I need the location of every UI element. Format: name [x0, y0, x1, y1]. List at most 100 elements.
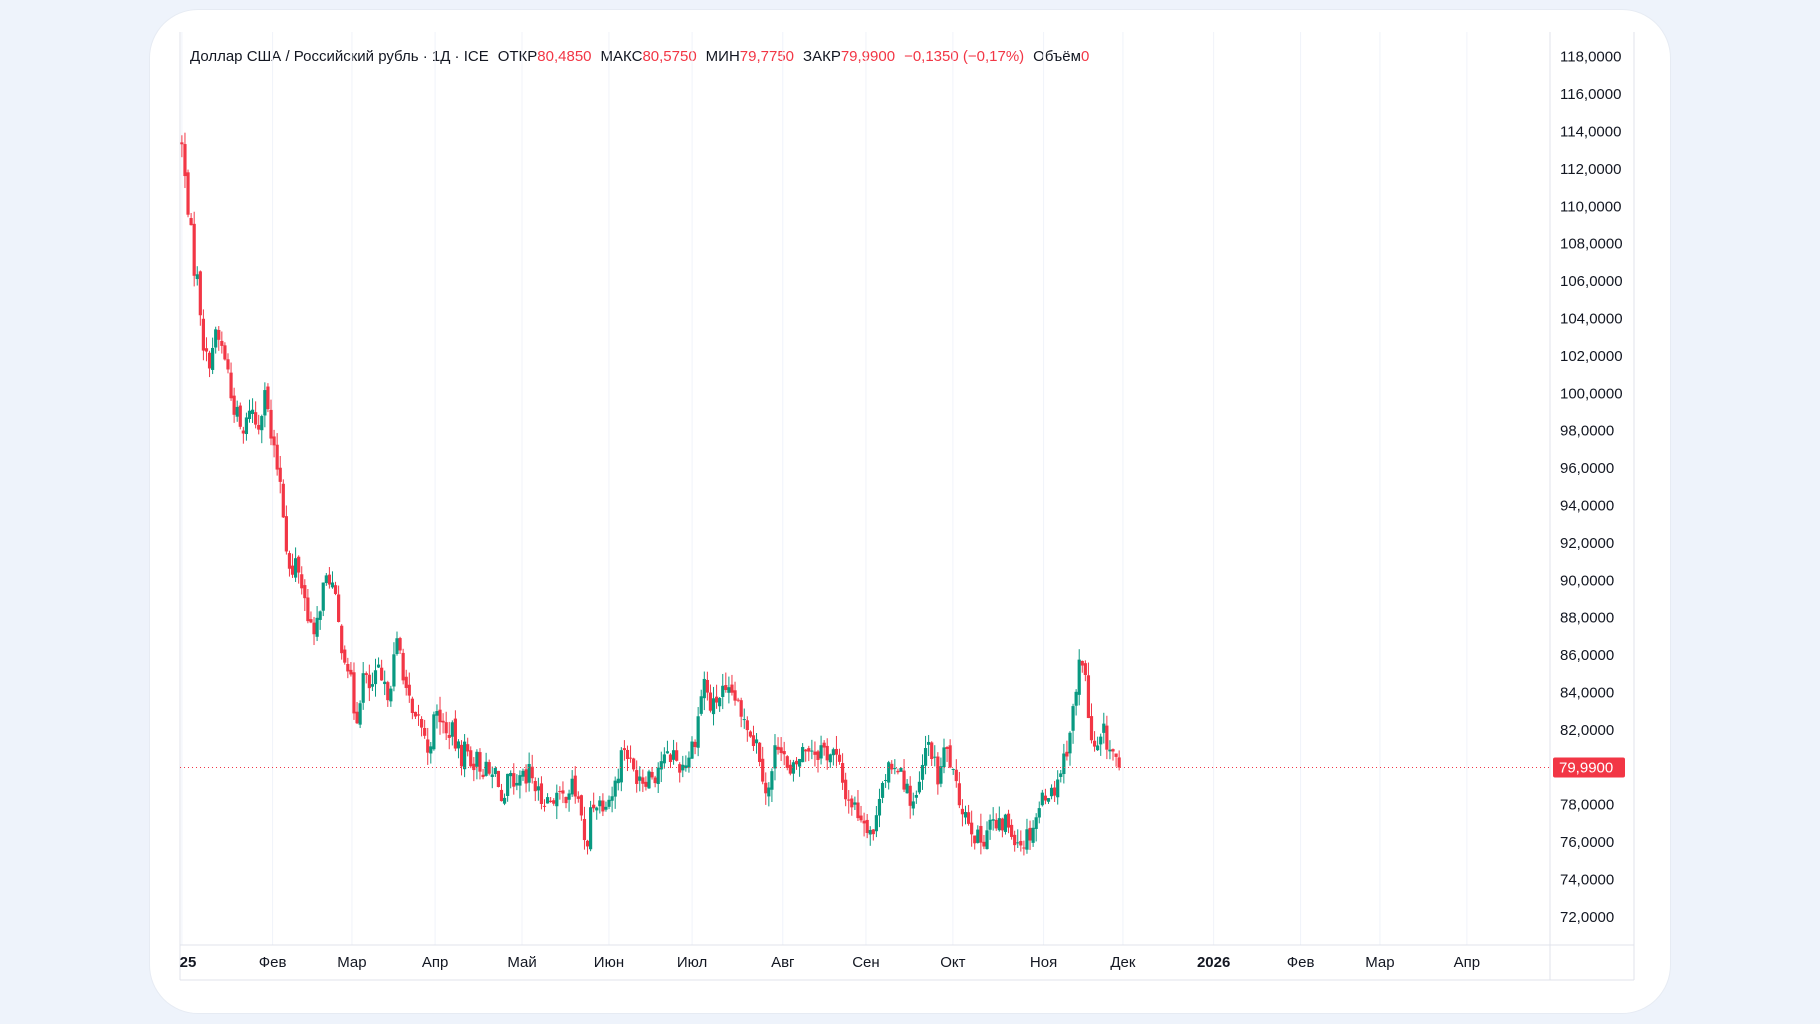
price-tick-label: 84,0000: [1560, 685, 1614, 702]
candle-body: [241, 430, 245, 434]
candle-body: [644, 781, 648, 787]
candle-body: [223, 345, 227, 360]
candle-body: [183, 144, 187, 177]
candle-body: [515, 782, 519, 786]
candle-body: [1049, 787, 1054, 797]
time-tick-label: 2026: [1197, 954, 1230, 971]
candle-body: [1068, 732, 1072, 754]
candle-body: [635, 770, 639, 784]
time-axis[interactable]: 25 Фев Мар Апр Май Июн Июл Авг Сен Окт Ноя Дек 2026 Ф…: [180, 954, 1480, 971]
candle-body: [416, 714, 421, 716]
candle-body: [754, 739, 759, 744]
time-tick-label: 25: [180, 954, 197, 971]
candle-body: [478, 752, 482, 772]
chart-legend: Доллар США / Российский рубль · 1Д · ICE…: [190, 48, 1089, 65]
candle-body: [180, 142, 184, 145]
candle-body: [527, 763, 531, 783]
price-tick-label: 106,0000: [1560, 273, 1623, 290]
price-tick-label: 110,0000: [1560, 198, 1621, 215]
candle-body: [429, 746, 433, 754]
candle-body: [856, 802, 860, 819]
candle-body: [398, 638, 402, 651]
time-tick-label: Май: [507, 954, 536, 971]
candle-body: [450, 722, 454, 737]
candle-body: [309, 619, 313, 623]
price-axis[interactable]: 72,000074,000076,000078,000080,000082,00…: [1560, 49, 1623, 926]
candle-body: [1034, 817, 1038, 829]
time-tick-label: Ноя: [1030, 954, 1057, 971]
candle-body: [816, 751, 820, 760]
candle-body: [632, 758, 636, 770]
candle-body: [561, 790, 565, 794]
last-price-label: 79,9900: [1559, 760, 1613, 777]
time-tick-label: Мар: [337, 954, 366, 971]
candle-body: [1019, 841, 1023, 846]
candle-body: [923, 748, 928, 766]
price-tick-label: 82,0000: [1560, 722, 1614, 739]
time-tick-label: Авг: [771, 954, 795, 971]
candle-body: [702, 678, 706, 699]
last-price-badge: [1553, 757, 1625, 778]
candle-body: [917, 781, 922, 793]
candle-body: [982, 841, 986, 847]
candle-body: [407, 684, 411, 696]
candle-body: [401, 652, 405, 681]
candle-body: [751, 735, 756, 746]
candle-body: [207, 352, 212, 369]
candle-body: [773, 745, 777, 769]
candle-body: [1102, 723, 1106, 733]
candle-body: [595, 807, 599, 811]
candle-body: [721, 685, 725, 697]
legend-close-value: 79,9900: [840, 48, 896, 65]
price-tick-label: 114,0000: [1560, 124, 1621, 141]
candle-body: [533, 781, 537, 792]
candle-body: [567, 793, 571, 800]
candle-body: [521, 770, 525, 777]
candle-body: [343, 649, 347, 663]
candle-body: [423, 727, 427, 736]
candle-body: [1013, 834, 1017, 846]
candle-body: [290, 565, 295, 575]
candle-body: [899, 767, 903, 772]
candle-body: [1006, 813, 1011, 828]
candle-body: [758, 742, 762, 762]
candle-body: [444, 722, 448, 734]
legend-high-value: 80,5750: [642, 48, 697, 65]
candle-body: [297, 556, 301, 573]
candle-body: [287, 553, 292, 569]
candle-body: [303, 585, 307, 599]
candle-body: [266, 386, 270, 410]
candle-body: [585, 840, 590, 847]
candle-body: [195, 274, 199, 280]
candle-body: [985, 830, 989, 850]
candle-body: [936, 756, 940, 785]
candle-body: [966, 812, 971, 824]
candle-body: [641, 777, 645, 784]
candle-body: [518, 775, 522, 786]
candle-body: [708, 692, 713, 711]
candle-body: [767, 787, 771, 797]
candle-body: [376, 664, 381, 668]
candle-body: [349, 669, 353, 675]
candle-body: [1099, 736, 1103, 745]
price-tick-label: 108,0000: [1560, 236, 1623, 253]
candle-body: [607, 799, 611, 807]
candle-body: [413, 711, 418, 717]
candle-body: [684, 765, 688, 769]
price-tick-label: 104,0000: [1560, 311, 1623, 328]
price-tick-label: 94,0000: [1560, 498, 1614, 515]
candle-body: [281, 483, 285, 518]
candle-body: [244, 417, 249, 435]
candle-body: [238, 405, 242, 427]
candle-body: [214, 329, 218, 348]
candle-body: [970, 822, 974, 835]
candle-body: [896, 770, 900, 773]
candle-body: [678, 764, 682, 773]
candle-body: [542, 805, 547, 807]
candle-body: [807, 748, 811, 752]
price-tick-label: 74,0000: [1560, 872, 1614, 889]
legend-low-value: 79,7750: [739, 48, 795, 65]
candle-body: [490, 774, 494, 777]
candle-body: [312, 622, 316, 635]
